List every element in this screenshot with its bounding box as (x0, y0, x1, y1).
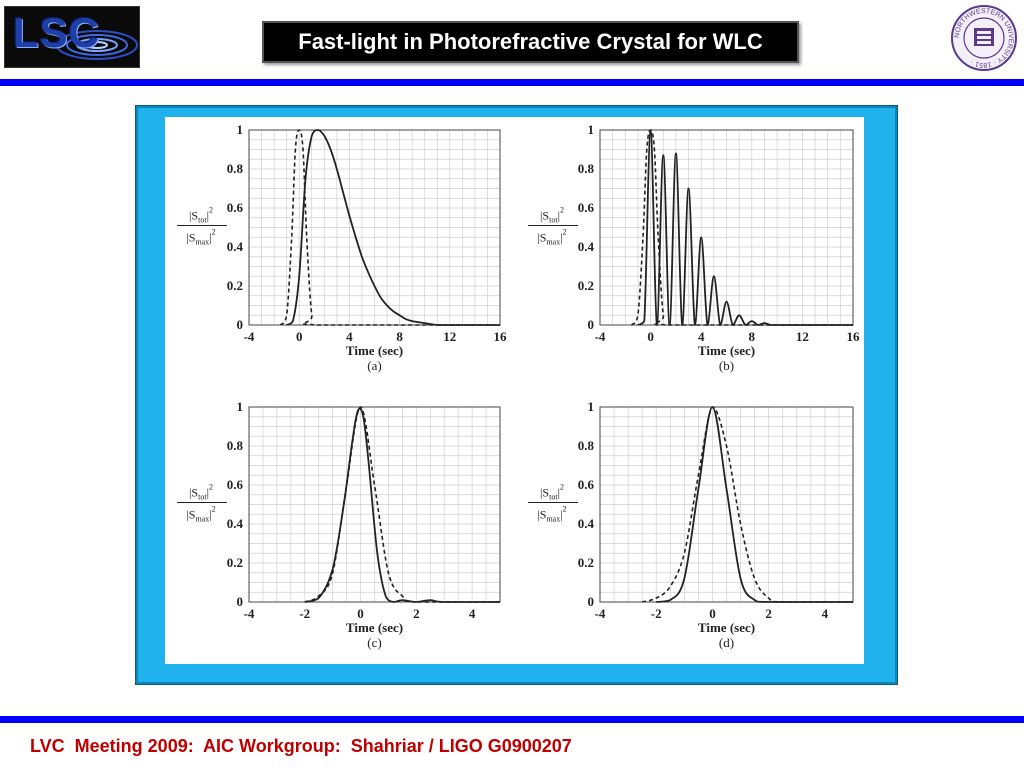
x-tick-label: 0 (647, 329, 654, 344)
y-axis-label-numerator: |Stot|2 (540, 483, 564, 502)
footer-text: LVC Meeting 2009: AIC Workgroup: Shahria… (30, 736, 572, 756)
x-tick-label: 0 (357, 606, 364, 621)
x-tick-label: 4 (698, 329, 705, 344)
x-axis-label: Time (sec) (346, 343, 403, 358)
figure-panel: 0 0.2 0.4 0.6 0.8 1 -4 0 4 8 12 16 Time (sec) (a) |Sto… (165, 117, 864, 664)
series-line-solid (637, 129, 853, 326)
y-axis-label-denominator: |Smax|2 (186, 228, 215, 247)
y-tick-label: 0.8 (578, 161, 595, 176)
y-tick-label: 0.2 (578, 278, 594, 293)
y-axis-label-numerator: |Stot|2 (189, 206, 213, 225)
series-line-dashed (641, 406, 853, 603)
y-tick-label: 1 (237, 122, 244, 137)
x-tick-label: 2 (413, 606, 420, 621)
x-tick-label: -2 (651, 606, 662, 621)
slide-title: Fast-light in Photorefractive Crystal fo… (262, 21, 799, 63)
x-axis-label: Time (sec) (698, 620, 755, 635)
x-tick-label: 2 (765, 606, 772, 621)
series-line-dashed (304, 406, 500, 603)
y-axis-label-numerator: |Stot|2 (540, 206, 564, 225)
x-tick-label: 16 (847, 329, 861, 344)
y-tick-label: 0.4 (227, 516, 244, 531)
y-tick-label: 0.2 (227, 278, 243, 293)
header-rule (0, 79, 1024, 86)
x-tick-label: -4 (244, 329, 255, 344)
x-tick-label: -4 (595, 606, 606, 621)
x-axis-label: Time (sec) (698, 343, 755, 358)
plot-frame (599, 406, 854, 603)
footer-rule (0, 716, 1024, 723)
x-tick-label: -2 (299, 606, 310, 621)
x-tick-label: -4 (244, 606, 255, 621)
panel-label: (d) (719, 635, 734, 650)
y-tick-label: 0 (588, 594, 595, 609)
y-tick-label: 0.2 (578, 555, 594, 570)
panel-label: (c) (367, 635, 381, 650)
series-line-solid (286, 129, 500, 326)
x-tick-label: 12 (443, 329, 456, 344)
x-tick-label: 12 (796, 329, 809, 344)
y-tick-label: 1 (588, 122, 595, 137)
x-tick-label: 0 (296, 329, 303, 344)
x-tick-label: 8 (396, 329, 403, 344)
y-axis-label-denominator: |Smax|2 (186, 505, 215, 524)
lsc-logo-text: LSC (13, 9, 100, 56)
panel-label: (a) (367, 358, 381, 373)
y-tick-label: 0 (588, 317, 595, 332)
x-tick-label: 4 (822, 606, 829, 621)
y-tick-label: 0.4 (578, 516, 595, 531)
y-tick-label: 1 (237, 399, 244, 414)
y-axis-label-denominator: |Smax|2 (537, 505, 566, 524)
y-tick-label: 1 (588, 399, 595, 414)
x-tick-label: 8 (749, 329, 756, 344)
northwestern-seal-icon: NORTHWESTERN UNIVERSITY · 1851 · (951, 5, 1017, 71)
y-axis-label-numerator: |Stot|2 (189, 483, 213, 502)
y-tick-label: 0.8 (227, 438, 244, 453)
lsc-swirl-icon (56, 30, 138, 60)
series-line-solid (656, 406, 853, 603)
y-tick-label: 0.8 (578, 438, 595, 453)
x-tick-label: 4 (469, 606, 476, 621)
y-tick-label: 0.6 (578, 477, 595, 492)
x-tick-label: 0 (709, 606, 716, 621)
x-tick-label: -4 (595, 329, 606, 344)
panel-label: (b) (719, 358, 734, 373)
x-axis-label: Time (sec) (346, 620, 403, 635)
plot-frame (248, 406, 501, 603)
y-tick-label: 0.4 (578, 239, 595, 254)
y-tick-label: 0.6 (227, 477, 244, 492)
y-tick-label: 0 (237, 594, 244, 609)
y-tick-label: 0 (237, 317, 244, 332)
y-tick-label: 0.8 (227, 161, 244, 176)
y-tick-label: 0.6 (227, 200, 244, 215)
y-axis-label-denominator: |Smax|2 (537, 228, 566, 247)
y-tick-label: 0.2 (227, 555, 243, 570)
y-tick-label: 0.4 (227, 239, 244, 254)
x-tick-label: 4 (346, 329, 353, 344)
lsc-logo: LSC (4, 6, 140, 68)
x-tick-label: 16 (494, 329, 508, 344)
y-tick-label: 0.6 (578, 200, 595, 215)
